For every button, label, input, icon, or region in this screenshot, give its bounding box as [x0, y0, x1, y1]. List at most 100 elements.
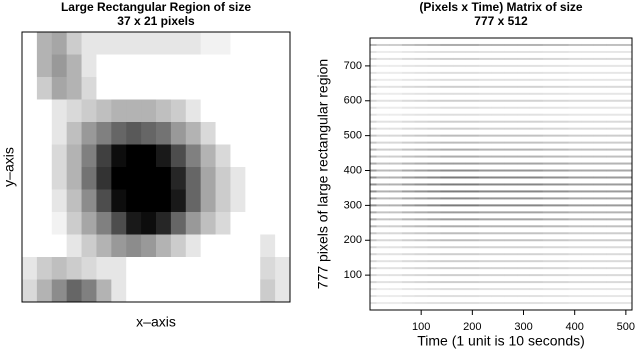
- heat-cell: [51, 189, 68, 213]
- heat-cell: [275, 122, 291, 145]
- heat-cell: [96, 122, 112, 145]
- pixel-row: [370, 190, 632, 193]
- heat-cell: [185, 77, 202, 100]
- heat-cell: [126, 279, 142, 303]
- heat-cell: [275, 189, 291, 213]
- time-column: [542, 38, 556, 310]
- heat-cell: [260, 212, 276, 235]
- time-column: [504, 38, 518, 310]
- heat-cell: [111, 189, 127, 213]
- heat-cell: [170, 279, 187, 303]
- heat-cell: [126, 122, 142, 145]
- heat-cell: [51, 122, 68, 145]
- right-subtitle: 777 x 512: [474, 14, 528, 28]
- pixel-row: [370, 50, 632, 53]
- pixel-row: [370, 295, 632, 298]
- heat-cell: [81, 234, 97, 258]
- pixel-row: [370, 281, 632, 284]
- pixel-row: [370, 183, 632, 186]
- pixel-row: [370, 204, 632, 207]
- pixel-row: [370, 288, 632, 291]
- heat-cell: [275, 99, 291, 123]
- heat-cell: [126, 167, 142, 190]
- heat-cell: [170, 189, 187, 213]
- heat-cell: [66, 257, 83, 280]
- heat-cell: [111, 279, 127, 303]
- pixel-row: [370, 246, 632, 249]
- x-tick-label: 400: [566, 321, 584, 333]
- heat-cell: [51, 234, 68, 258]
- heat-cell: [111, 234, 127, 258]
- heat-cell: [22, 167, 38, 190]
- pixel-row: [370, 253, 632, 256]
- heat-cell: [96, 189, 112, 213]
- heat-cell: [260, 99, 276, 123]
- heat-cell: [185, 212, 202, 235]
- heat-cell: [275, 257, 291, 280]
- pixel-row: [370, 43, 632, 46]
- heat-cell: [156, 279, 172, 303]
- heat-cell: [245, 32, 261, 55]
- heat-cell: [126, 32, 142, 55]
- pixel-row: [370, 274, 632, 277]
- heat-cell: [141, 167, 157, 190]
- heat-cell: [66, 279, 83, 303]
- time-column: [517, 38, 530, 310]
- pixel-row: [370, 148, 632, 151]
- pixel-row: [370, 176, 632, 179]
- heat-cell: [36, 279, 53, 303]
- pixel-row: [370, 92, 632, 95]
- heat-cell: [275, 54, 291, 78]
- heat-cell: [126, 54, 142, 78]
- heat-cell: [156, 122, 172, 145]
- heat-cell: [200, 234, 217, 258]
- heat-cell: [200, 212, 217, 235]
- heat-cell: [275, 77, 291, 100]
- heat-cell: [66, 122, 83, 145]
- time-column: [619, 38, 632, 310]
- pixel-row: [370, 78, 632, 81]
- heat-cell: [81, 189, 97, 213]
- plot-frame: [21, 31, 291, 303]
- heat-cell: [51, 32, 68, 55]
- heat-cell: [36, 189, 53, 213]
- heat-cell: [230, 257, 246, 280]
- heat-cell: [156, 189, 172, 213]
- heat-cell: [275, 32, 291, 55]
- pixel-row: [370, 302, 632, 305]
- heat-cell: [81, 257, 97, 280]
- heat-cell: [126, 212, 142, 235]
- heat-cell: [156, 234, 172, 258]
- heat-cell: [200, 77, 217, 100]
- heat-cell: [66, 77, 83, 100]
- time-column: [478, 38, 492, 310]
- y-tick-label: 500: [344, 130, 362, 142]
- pixel-row: [370, 155, 632, 158]
- heat-cell: [200, 144, 217, 168]
- heat-cell: [22, 122, 38, 145]
- heat-cell: [156, 257, 172, 280]
- heat-cell: [156, 32, 172, 55]
- heat-cell: [230, 279, 246, 303]
- heat-cell: [215, 189, 231, 213]
- pixel-row: [370, 57, 632, 60]
- heat-cell: [215, 234, 231, 258]
- heat-cell: [51, 279, 68, 303]
- heat-cell: [66, 167, 83, 190]
- heat-cell: [185, 122, 202, 145]
- heat-cell: [66, 144, 83, 168]
- heat-cell: [141, 234, 157, 258]
- time-column: [606, 38, 620, 310]
- heat-cell: [245, 77, 261, 100]
- heat-cell: [170, 212, 187, 235]
- heat-cell: [96, 144, 112, 168]
- heat-cell: [230, 77, 246, 100]
- pixel-row: [370, 120, 632, 123]
- y-tick-label: 600: [344, 95, 362, 107]
- pixel-row: [370, 134, 632, 137]
- heat-cell: [245, 54, 261, 78]
- heat-cell: [230, 122, 246, 145]
- heat-cell: [170, 144, 187, 168]
